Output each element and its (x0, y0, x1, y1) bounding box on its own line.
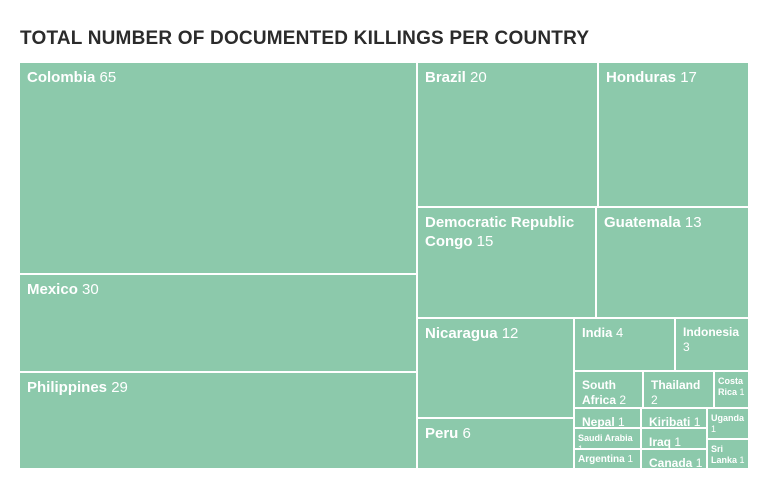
tile-label: Iraq 1 (649, 435, 703, 449)
tile-country-name: Guatemala (604, 214, 681, 231)
treemap-tile-indonesia: Indonesia 3 (675, 318, 749, 371)
tile-value: 4 (615, 325, 624, 340)
tile-country-name: Mexico (27, 281, 78, 298)
tile-country-name: Nepal (582, 415, 615, 428)
tile-label: Canada 1 (649, 456, 703, 469)
treemap-tile-guatemala: Guatemala 13 (596, 207, 749, 318)
tile-label: Peru 6 (425, 425, 570, 444)
tile-country-name: Kiribati (649, 415, 691, 428)
tile-label: Indonesia 3 (683, 325, 745, 355)
tile-value: 6 (462, 425, 471, 442)
tile-country-name: Iraq (649, 435, 672, 449)
tile-value: 2 (619, 393, 627, 407)
treemap-tile-nepal: Nepal 1 (574, 408, 641, 428)
tile-label: Honduras 17 (606, 69, 745, 88)
treemap-tile-nicaragua: Nicaragua 12 (417, 318, 574, 418)
tile-value: 1 (695, 456, 703, 469)
tile-country-name: Philippines (27, 379, 108, 396)
tile-value: 13 (684, 214, 702, 231)
treemap-tile-brazil: Brazil 20 (417, 62, 598, 207)
tile-country-name: Democratic Republic Congo (425, 214, 575, 250)
tile-value: 1 (618, 415, 625, 428)
tile-value: 1 (739, 387, 745, 398)
tile-value: 29 (111, 379, 128, 396)
tile-value: 65 (99, 69, 117, 86)
treemap-tile-thailand: Thailand 2 (643, 371, 714, 408)
tile-country-name: Canada (649, 456, 693, 469)
tile-label: Democratic Republic Congo 15 (425, 214, 592, 252)
tile-value: 1 (674, 435, 682, 449)
tile-value: 2 (651, 393, 658, 407)
tile-label: Saudi Arabia 1 (578, 433, 637, 448)
tile-label: Costa Rica 1 (718, 376, 745, 399)
treemap-tile-kiribati: Kiribati 1 (641, 408, 707, 428)
tile-country-name: Costa Rica (718, 376, 744, 398)
tile-country-name: Brazil (425, 69, 466, 86)
tile-value: 17 (680, 69, 697, 86)
treemap-tile-peru: Peru 6 (417, 418, 574, 469)
tile-country-name: Thailand (651, 378, 701, 392)
tile-country-name: Peru (425, 425, 459, 442)
tile-country-name: Argentina (578, 454, 625, 465)
tile-country-name: South Africa (582, 378, 617, 407)
tile-value: 1 (711, 424, 717, 435)
tile-label: Thailand 2 (651, 378, 710, 407)
tile-label: Sri Lanka 1 (711, 444, 745, 467)
tile-value: 30 (82, 281, 99, 298)
treemap-tile-sri-lanka: Sri Lanka 1 (707, 439, 749, 469)
tile-value: 1 (693, 415, 701, 428)
tile-country-name: Honduras (606, 69, 677, 86)
tile-value: 20 (470, 69, 487, 86)
tile-value: 15 (476, 232, 494, 250)
chart-title: TOTAL NUMBER OF DOCUMENTED KILLINGS PER … (20, 28, 590, 49)
treemap-tile-philippines: Philippines 29 (19, 372, 417, 469)
tile-label: Nicaragua 12 (425, 325, 570, 344)
tile-value: 3 (683, 340, 690, 354)
tile-label: Argentina 1 (578, 454, 637, 467)
treemap-tile-mexico: Mexico 30 (19, 274, 417, 372)
tile-value: 1 (739, 455, 745, 466)
tile-label: Colombia 65 (27, 69, 413, 88)
treemap-tile-canada: Canada 1 (641, 449, 707, 469)
treemap-chart: Colombia 65 Mexico 30 Philippines 29 Brazil… (19, 62, 749, 469)
treemap-tile-india: India 4 (574, 318, 675, 371)
treemap-tile-iraq: Iraq 1 (641, 428, 707, 449)
tile-value: 12 (501, 325, 519, 342)
tile-value: 1 (578, 444, 583, 448)
treemap-tile-democratic-republic-congo: Democratic Republic Congo 15 (417, 207, 596, 318)
tile-country-name: India (582, 325, 613, 340)
tile-country-name: Nicaragua (425, 325, 498, 342)
treemap-tile-colombia: Colombia 65 (19, 62, 417, 274)
treemap-tile-uganda: Uganda 1 (707, 408, 749, 439)
tile-label: Mexico 30 (27, 281, 413, 300)
tile-label: Brazil 20 (425, 69, 594, 88)
treemap-tile-argentina: Argentina 1 (574, 449, 641, 469)
tile-label: Kiribati 1 (649, 415, 703, 428)
tile-label: India 4 (582, 325, 671, 341)
tile-label: South Africa 2 (582, 378, 639, 407)
treemap-tile-honduras: Honduras 17 (598, 62, 749, 207)
tile-label: Uganda 1 (711, 413, 745, 436)
tile-value: 1 (627, 454, 634, 465)
tile-label: Nepal 1 (582, 415, 637, 428)
tile-label: Philippines 29 (27, 379, 413, 398)
tile-country-name: Saudi Arabia (578, 433, 633, 443)
tile-country-name: Sri Lanka (711, 444, 738, 466)
treemap-tile-costa-rica: Costa Rica 1 (714, 371, 749, 408)
treemap-tile-saudi-arabia: Saudi Arabia 1 (574, 428, 641, 449)
tile-country-name: Uganda (711, 413, 745, 423)
tile-country-name: Indonesia (683, 325, 740, 339)
tile-country-name: Colombia (27, 69, 96, 86)
tile-label: Guatemala 13 (604, 214, 745, 233)
treemap-tile-south-africa: South Africa 2 (574, 371, 643, 408)
